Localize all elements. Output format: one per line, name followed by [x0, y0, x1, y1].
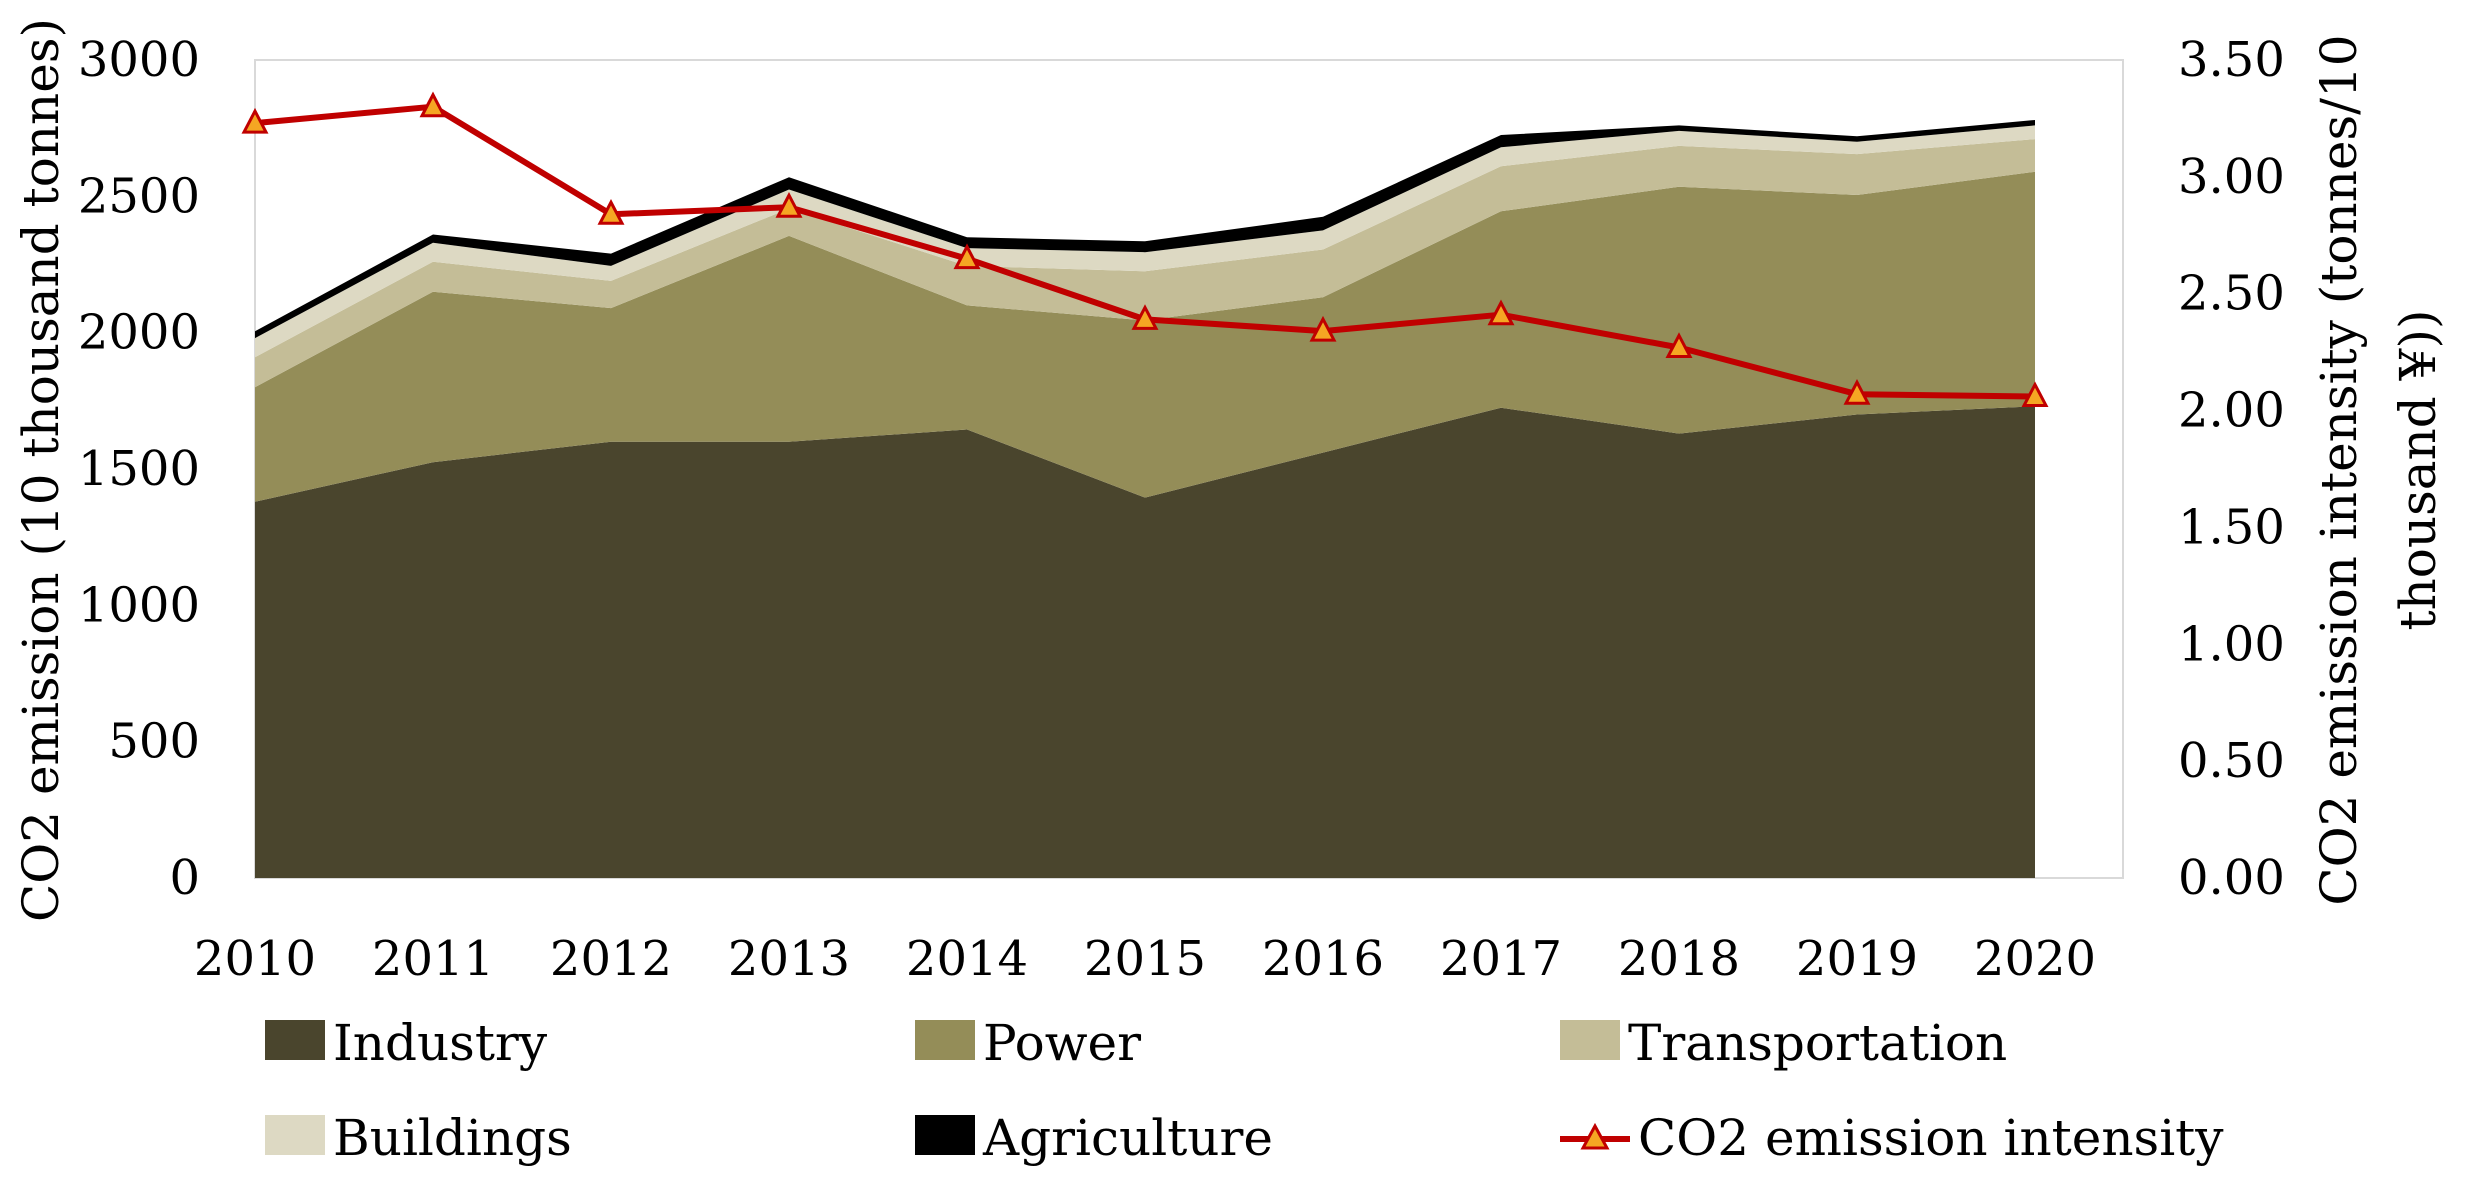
x-tick-2019: 2019	[1796, 931, 1918, 987]
legend-label-buildings: Buildings	[333, 1109, 572, 1167]
area-power	[255, 171, 2035, 502]
legend-label-agriculture: Agriculture	[982, 1109, 1273, 1167]
legend-item-industry: Industry	[265, 1014, 548, 1072]
intensity-marker-2020	[2021, 381, 2049, 408]
legend-label-co2-emission-intensity: CO2 emission intensity	[1638, 1109, 2224, 1167]
legend-swatch-power	[915, 1020, 975, 1060]
intensity-marker-2016	[1309, 315, 1337, 342]
right-tick-2-50: 2.50	[2178, 266, 2285, 322]
left-tick-2500: 2500	[78, 168, 200, 224]
intensity-marker-2019	[1843, 378, 1871, 405]
area-buildings	[255, 125, 2035, 358]
legend-label-power: Power	[983, 1014, 1141, 1072]
legend-swatch-industry	[265, 1020, 325, 1060]
x-tick-2020: 2020	[1974, 931, 2096, 987]
x-tick-2013: 2013	[728, 931, 850, 987]
x-tick-2014: 2014	[906, 931, 1028, 987]
right-tick-3-00: 3.00	[2178, 149, 2285, 205]
legend-item-co2-emission-intensity: CO2 emission intensity	[1560, 1109, 2224, 1167]
legend-item-buildings: Buildings	[265, 1109, 572, 1167]
legend-swatch-transportation	[1560, 1020, 1620, 1060]
intensity-marker-2013	[775, 192, 803, 218]
right-tick-1-00: 1.00	[2178, 616, 2285, 672]
legend-label-transportation: Transportation	[1628, 1014, 2007, 1072]
legend-swatch-agriculture	[915, 1115, 975, 1155]
right-tick-2-00: 2.00	[2178, 383, 2285, 439]
x-axis-ticks: 2010 2011 2012 2013 2014 2015 2016 2017 2018 2019…	[194, 931, 2096, 987]
intensity-marker-2018	[1665, 332, 1693, 358]
intensity-marker-2011	[419, 91, 447, 118]
x-tick-2011: 2011	[372, 931, 494, 987]
stacked-areas	[255, 120, 2035, 878]
intensity-marker-2010	[241, 107, 269, 134]
area-transportation	[255, 139, 2035, 388]
intensity-line-layer	[241, 91, 2049, 408]
legend-item-power: Power	[915, 1014, 1141, 1072]
x-tick-2012: 2012	[550, 931, 672, 987]
right-axis-title-line-2: thousand ¥))	[2389, 310, 2447, 631]
right-tick-0-00: 0.00	[2178, 850, 2285, 906]
legend-marker-co2-emission-intensity	[1580, 1122, 1610, 1150]
left-tick-1500: 1500	[78, 441, 200, 497]
x-tick-2018: 2018	[1618, 931, 1740, 987]
left-axis-title: CO2 emission (10 thousand tonnes)	[12, 18, 70, 922]
intensity-marker-2014	[953, 243, 981, 270]
intensity-marker-2015	[1131, 304, 1159, 330]
x-tick-2016: 2016	[1262, 931, 1384, 987]
intensity-marker-2017	[1487, 299, 1515, 326]
right-tick-1-50: 1.50	[2178, 499, 2285, 555]
legend: Industry Power Transportation Buildings Agri…	[265, 1014, 2224, 1167]
right-axis-title-line-1: CO2 emission intensity (tonnes/10	[2310, 34, 2368, 905]
left-axis-ticks: 0 500 1000 1500 2000 2500 3000	[78, 32, 200, 906]
legend-item-agriculture: Agriculture	[915, 1109, 1273, 1167]
right-tick-0-50: 0.50	[2178, 733, 2285, 789]
legend-item-transportation: Transportation	[1560, 1014, 2007, 1072]
legend-swatch-buildings	[265, 1115, 325, 1155]
legend-label-industry: Industry	[333, 1014, 548, 1072]
left-tick-1000: 1000	[78, 577, 200, 633]
x-tick-2010: 2010	[194, 931, 316, 987]
x-tick-2017: 2017	[1440, 931, 1562, 987]
right-axis-ticks: 0.00 0.50 1.00 1.50 2.00 2.50 3.00 3.50	[2178, 32, 2285, 906]
area-industry	[255, 406, 2035, 878]
left-tick-0: 0	[169, 850, 200, 906]
left-tick-2000: 2000	[78, 305, 200, 361]
x-tick-2015: 2015	[1084, 931, 1206, 987]
left-tick-3000: 3000	[78, 32, 200, 88]
right-tick-3-50: 3.50	[2178, 32, 2285, 88]
intensity-marker-2012	[597, 199, 625, 225]
left-tick-500: 500	[108, 714, 200, 770]
